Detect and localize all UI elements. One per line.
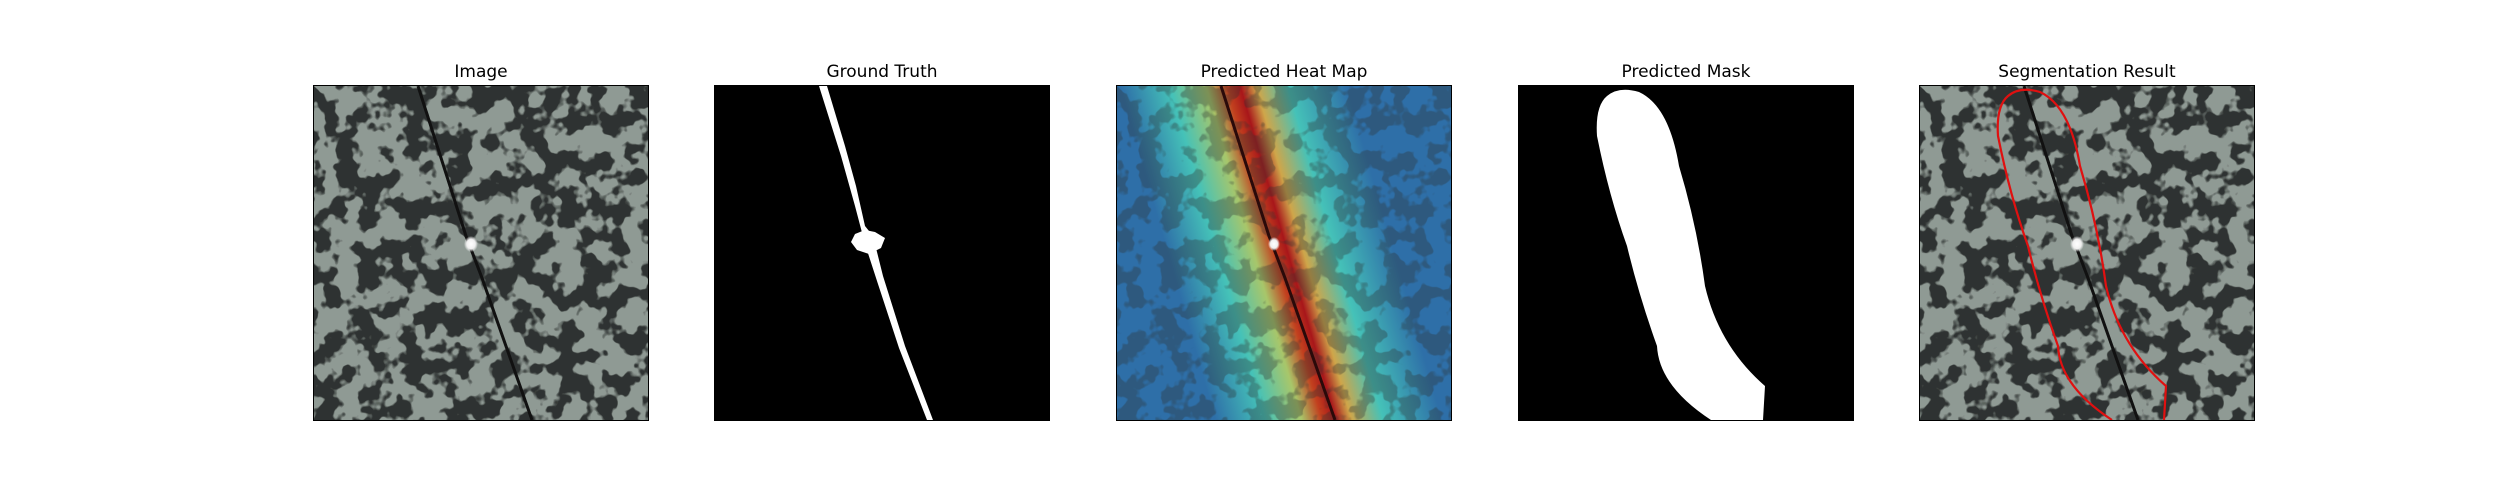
panel-title: Segmentation Result [1998, 62, 2176, 82]
crack-photo [314, 86, 648, 420]
image-frame [313, 85, 649, 421]
segmentation-frame [1919, 85, 2255, 421]
panel-title: Image [454, 62, 508, 82]
ground-truth-frame [714, 85, 1050, 421]
segmentation-overlay [1920, 86, 2254, 420]
panel-title: Predicted Mask [1621, 62, 1751, 82]
heat-map-frame [1116, 85, 1452, 421]
segmentation-contour [1996, 88, 2168, 420]
panel-title: Ground Truth [826, 62, 938, 82]
predicted-mask [1519, 86, 1853, 420]
panel-title: Predicted Heat Map [1200, 62, 1368, 82]
heat-map-overlay [1117, 86, 1451, 420]
predicted-mask-frame [1518, 85, 1854, 421]
ground-truth-mask [715, 86, 1049, 420]
